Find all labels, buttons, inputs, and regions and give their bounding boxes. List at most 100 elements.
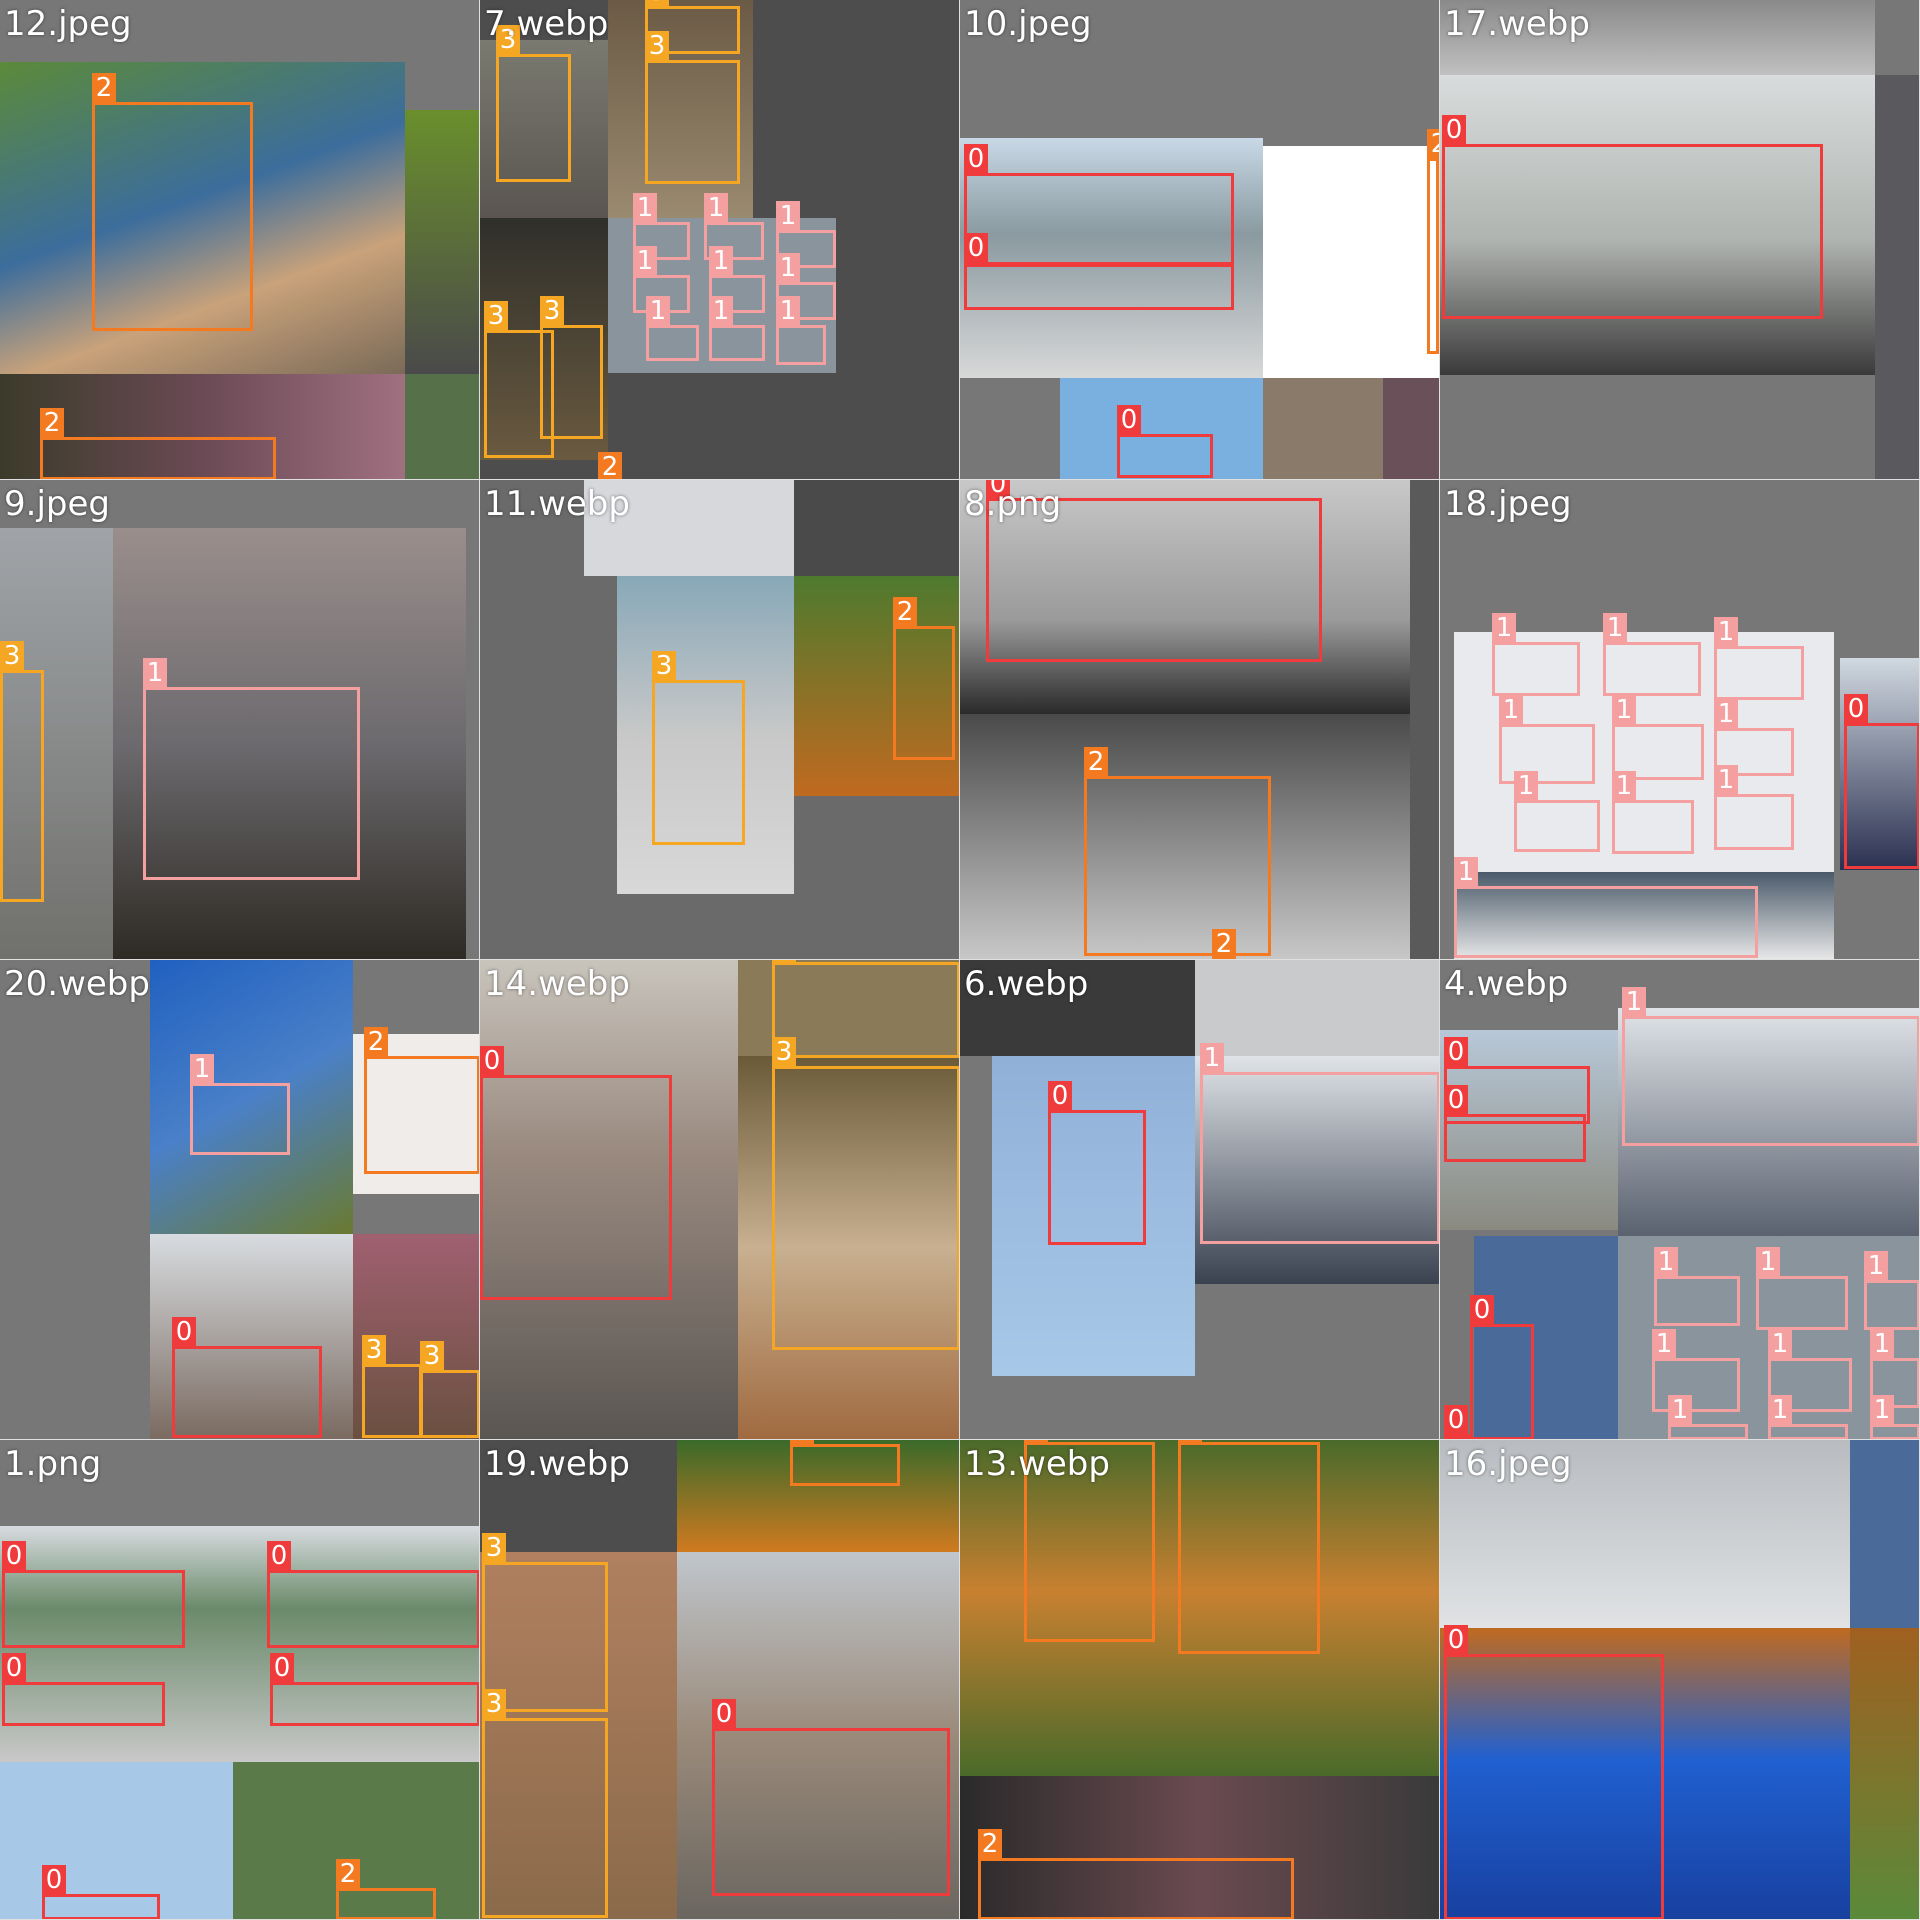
bounding-box: 0 <box>1844 694 1919 869</box>
class-label: 1 <box>633 246 657 276</box>
tile-filename: 11.webp <box>484 484 630 524</box>
class-label: 0 <box>1444 1625 1468 1655</box>
photo-patch <box>992 1056 1195 1376</box>
photo-patch <box>960 138 1263 378</box>
photo-patch <box>353 1034 479 1194</box>
class-label: 3 <box>0 641 24 671</box>
tile-filename: 7.webp <box>484 4 609 44</box>
bounding-box: 1 <box>190 1054 290 1155</box>
bounding-box: 1 <box>1652 1329 1740 1412</box>
bounding-box: 1 <box>1870 1395 1919 1439</box>
photo-patch <box>1195 1056 1439 1284</box>
bounding-box: 3 <box>420 1341 479 1438</box>
photo-patch <box>480 1552 677 1919</box>
bounding-box: 2 <box>1212 929 1236 959</box>
photo-patch <box>960 1440 1439 1776</box>
class-label: 1 <box>776 296 800 326</box>
class-label: 1 <box>1756 1247 1780 1277</box>
class-label: 1 <box>1454 857 1478 887</box>
bounding-box: 3 <box>645 0 740 54</box>
bounding-box: 1 <box>1668 1395 1748 1439</box>
mosaic-tile-14: 14.webp 0 3 3 <box>480 960 960 1440</box>
bounding-box: 0 <box>1444 1037 1590 1124</box>
photo-patch <box>1263 378 1383 479</box>
photo-patch <box>617 576 794 894</box>
class-label: 1 <box>1652 1329 1676 1359</box>
photo-patch <box>960 480 1410 714</box>
bounding-box: 1 <box>1768 1395 1848 1439</box>
class-label: 1 <box>190 1054 214 1084</box>
bounding-box: 2 <box>336 1859 436 1919</box>
photo-patch <box>1454 632 1834 872</box>
bounding-box: 0 <box>1442 115 1823 319</box>
mosaic-tile-19: 19.webp 3 3 0 2 <box>480 1440 960 1920</box>
bounding-box: 1 <box>1612 695 1704 780</box>
photo-patch <box>1195 960 1439 1056</box>
photo-patch <box>480 218 608 460</box>
bounding-box: 0 <box>1117 405 1213 478</box>
bounding-box: 1 <box>1870 1329 1919 1408</box>
bounding-box: 0 <box>2 1653 165 1726</box>
photo-patch <box>1618 1008 1919 1236</box>
photo-patch <box>677 1440 959 1552</box>
class-label: 3 <box>772 960 796 963</box>
photo-patch <box>1440 0 1875 75</box>
class-label: 1 <box>709 296 733 326</box>
tile-filename: 9.jpeg <box>4 484 110 524</box>
photo-patch <box>960 1776 1439 1919</box>
class-label: 1 <box>646 296 670 326</box>
bounding-box: 0 <box>2 1541 185 1648</box>
class-label: 2 <box>92 73 116 103</box>
tile-filename: 18.jpeg <box>1444 484 1572 524</box>
mosaic-tile-6: 6.webp 0 1 <box>960 960 1440 1440</box>
photo-patch <box>1474 1236 1618 1439</box>
bounding-box: 1 <box>1714 617 1804 700</box>
class-label: 2 <box>336 1859 360 1889</box>
photo-patch <box>1440 75 1875 375</box>
bounding-box: 1 <box>1200 1043 1439 1244</box>
class-label: 1 <box>633 193 657 223</box>
class-label: 2 <box>790 1440 814 1445</box>
bounding-box: 1 <box>1612 771 1694 854</box>
class-label: 0 <box>42 1865 66 1895</box>
class-label: 2 <box>1178 1440 1202 1443</box>
tile-filename: 19.webp <box>484 1444 630 1484</box>
bounding-box: 0 <box>1444 1405 1470 1439</box>
bounding-box: 3 <box>496 25 571 182</box>
class-label: 1 <box>1714 699 1738 729</box>
mosaic-tile-17: 17.webp 0 <box>1440 0 1920 480</box>
class-label: 1 <box>1603 613 1627 643</box>
mosaic-tile-13: 13.webp 2 2 2 <box>960 1440 1440 1920</box>
bounding-box: 1 <box>1714 699 1794 776</box>
class-label: 2 <box>40 408 64 438</box>
class-label: 0 <box>2 1541 26 1571</box>
bounding-box: 1 <box>709 296 765 361</box>
tile-filename: 4.webp <box>1444 964 1569 1004</box>
class-label: 2 <box>1212 929 1236 959</box>
class-label: 1 <box>1668 1395 1692 1425</box>
photo-patch <box>0 1762 233 1919</box>
class-label: 3 <box>645 31 669 61</box>
photo-patch <box>150 960 353 1234</box>
class-label: 0 <box>267 1541 291 1571</box>
bounding-box: 1 <box>1514 771 1600 852</box>
mosaic-tile-1: 1.png 0 0 0 0 0 2 <box>0 1440 480 1920</box>
mosaic-tile-20: 20.webp 1 2 0 3 3 <box>0 960 480 1440</box>
bounding-box: 3 <box>772 1037 959 1350</box>
photo-patch <box>584 480 794 576</box>
photo-patch <box>1850 1440 1919 1628</box>
class-label: 1 <box>1864 1251 1888 1281</box>
class-label: 0 <box>986 480 1010 499</box>
bounding-box: 1 <box>1622 987 1919 1146</box>
bounding-box: 0 <box>1470 1295 1534 1439</box>
bounding-box: 1 <box>1714 765 1794 850</box>
tile-filename: 13.webp <box>964 1444 1110 1484</box>
mosaic-tile-10: 10.jpeg 0 0 0 2 <box>960 0 1440 480</box>
mosaic-tile-8: 8.png 0 2 2 <box>960 480 1440 960</box>
photo-patch <box>1440 1440 1850 1628</box>
class-label: 0 <box>480 1046 504 1076</box>
bounding-box: 1 <box>1603 613 1701 696</box>
bounding-box: 2 <box>1024 1440 1155 1642</box>
photo-patch <box>677 1552 959 1919</box>
class-label: 1 <box>776 201 800 231</box>
